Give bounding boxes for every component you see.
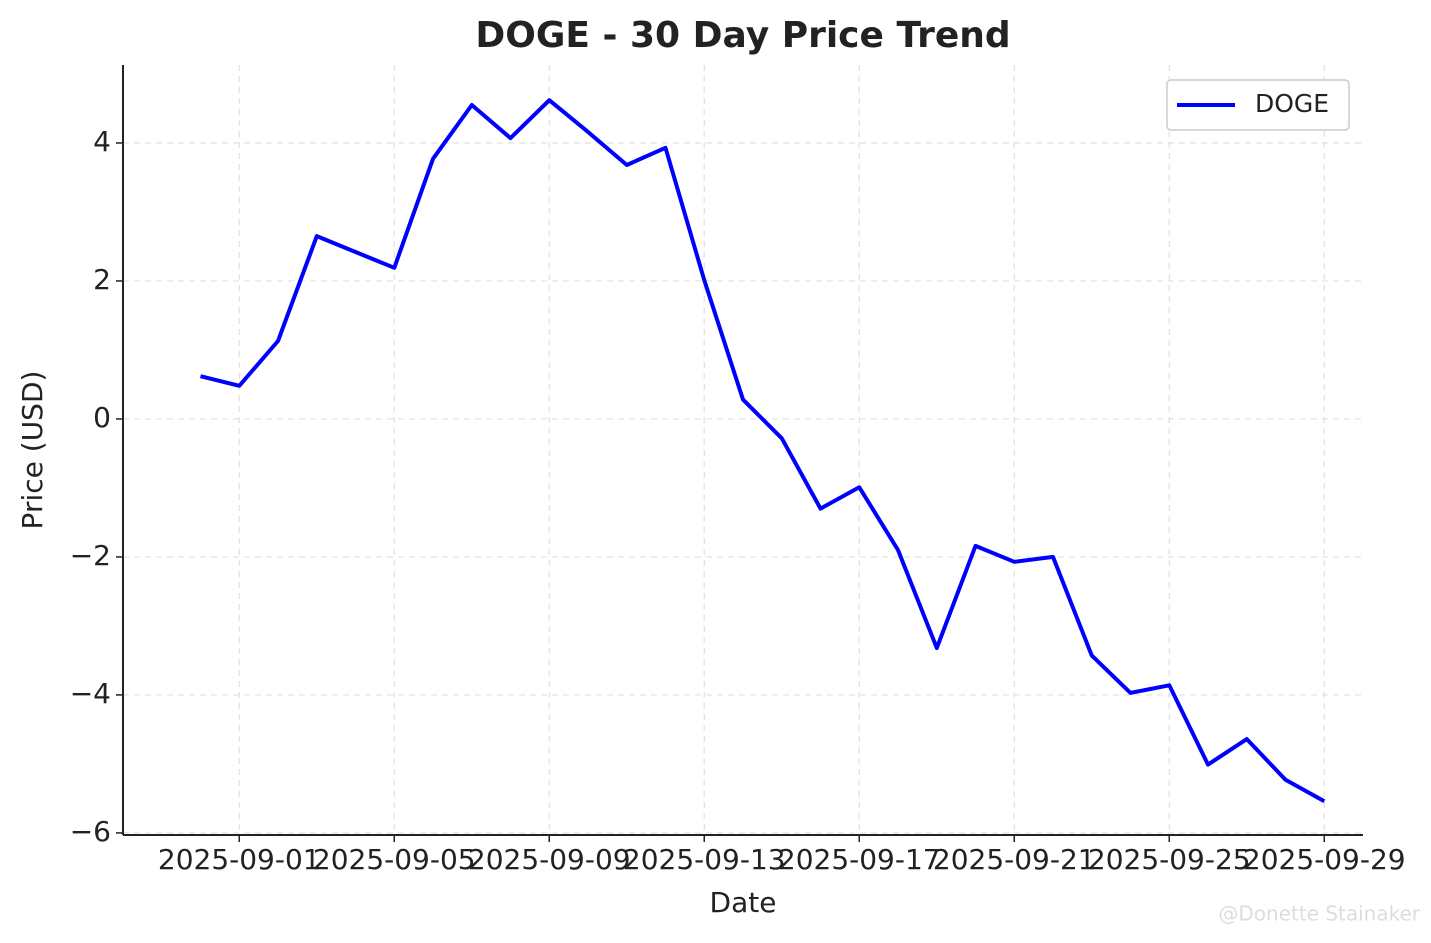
x-tick-label: 2025-09-09 bbox=[468, 843, 631, 876]
watermark: @Donette Stainaker bbox=[1218, 902, 1420, 926]
x-tick-label: 2025-09-29 bbox=[1243, 843, 1406, 876]
x-tick-label: 2025-09-05 bbox=[313, 843, 476, 876]
x-tick-label: 2025-09-01 bbox=[158, 843, 321, 876]
y-axis-label: Price (USD) bbox=[16, 371, 49, 530]
legend-box bbox=[1166, 79, 1350, 131]
y-tick-label: 4 bbox=[93, 125, 111, 158]
x-tick-label: 2025-09-25 bbox=[1088, 843, 1251, 876]
y-tick-label: −6 bbox=[70, 815, 111, 848]
legend-label: DOGE bbox=[1255, 89, 1329, 118]
y-tick-label: −4 bbox=[70, 677, 111, 710]
x-tick-label: 2025-09-21 bbox=[933, 843, 1096, 876]
x-tick-label: 2025-09-17 bbox=[778, 843, 941, 876]
y-tick-label: −2 bbox=[70, 539, 111, 572]
x-tick-label: 2025-09-13 bbox=[623, 843, 786, 876]
y-tick-label: 2 bbox=[93, 263, 111, 296]
y-tick-label: 0 bbox=[93, 401, 111, 434]
line bbox=[200, 98, 1326, 803]
x-axis-label: Date bbox=[710, 886, 777, 919]
chart-title: DOGE - 30 Day Price Trend bbox=[475, 15, 1010, 56]
